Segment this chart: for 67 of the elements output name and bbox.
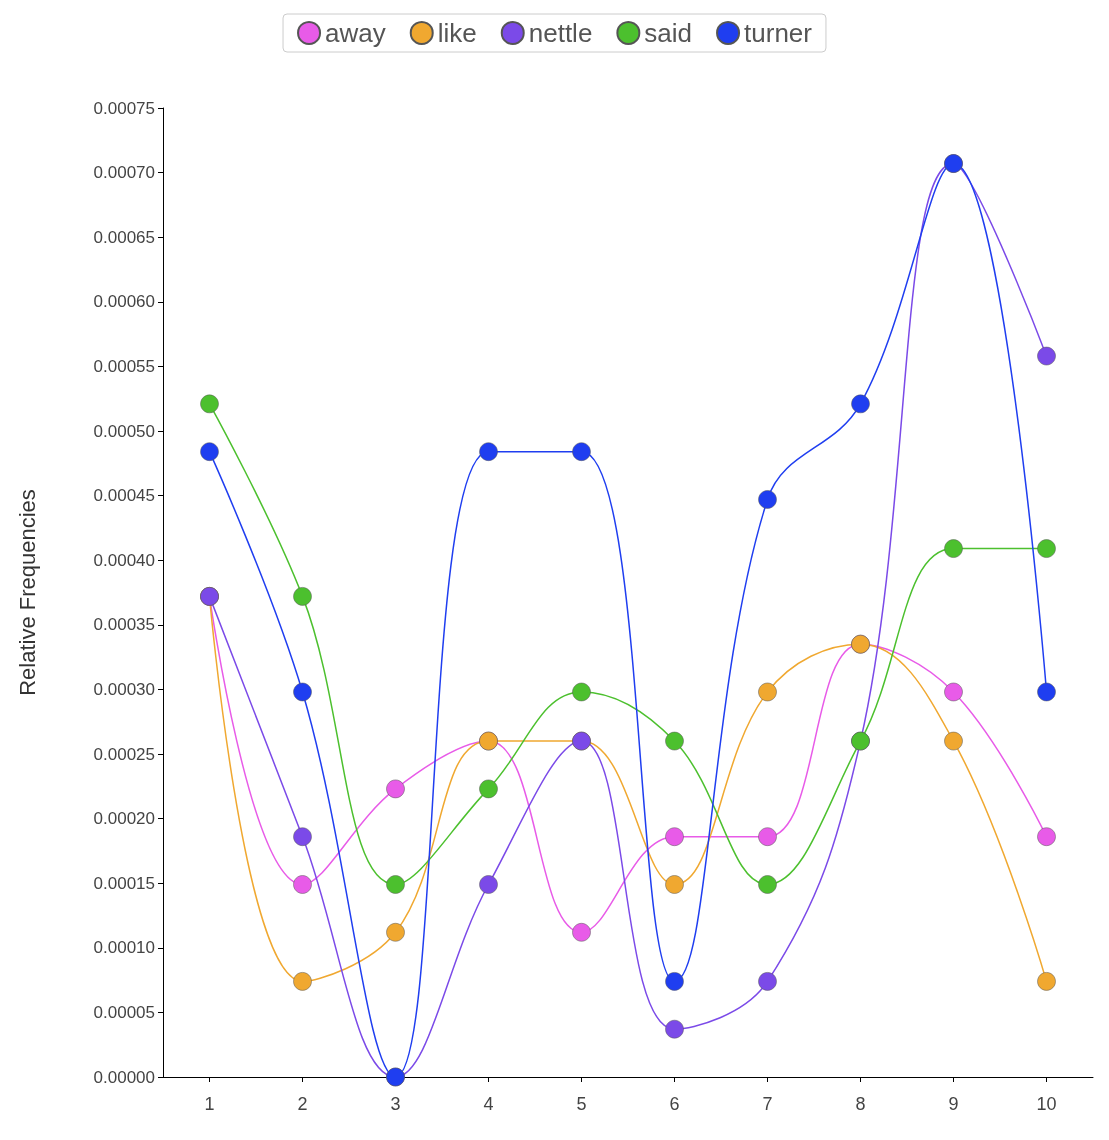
point xyxy=(665,1019,684,1039)
y-tick-label: 0.00050 xyxy=(93,421,155,441)
point xyxy=(293,875,312,894)
x-tick-label: 7 xyxy=(762,1094,773,1114)
point xyxy=(758,875,777,894)
point xyxy=(572,923,591,942)
legend-label: nettle xyxy=(528,18,593,48)
point xyxy=(479,779,498,799)
x-tick-label: 5 xyxy=(576,1094,587,1114)
point xyxy=(293,827,312,846)
point xyxy=(1037,346,1056,366)
y-tick-label: 0.00000 xyxy=(93,1067,155,1087)
point xyxy=(665,875,684,894)
x-tick-label: 9 xyxy=(948,1094,959,1114)
point xyxy=(293,682,312,702)
point xyxy=(386,923,405,942)
y-tick-label: 0.00060 xyxy=(93,292,155,312)
point xyxy=(572,682,591,702)
point xyxy=(572,442,591,461)
y-tick-label: 0.00030 xyxy=(93,679,155,699)
x-tick-label: 6 xyxy=(669,1094,680,1114)
point xyxy=(1037,539,1056,558)
y-tick-label: 0.00070 xyxy=(93,163,155,183)
point xyxy=(758,682,777,702)
point xyxy=(386,779,405,799)
y-tick-label: 0.00065 xyxy=(93,227,155,247)
y-tick-label: 0.00005 xyxy=(93,1002,155,1022)
y-tick-label: 0.00045 xyxy=(93,486,155,506)
point xyxy=(479,442,498,461)
x-tick-label: 4 xyxy=(483,1094,494,1114)
point xyxy=(200,394,219,414)
point xyxy=(1037,827,1056,846)
point xyxy=(200,442,219,461)
legend-label: turner xyxy=(744,18,813,48)
x-tick-label: 10 xyxy=(1036,1094,1057,1114)
point xyxy=(293,587,312,606)
x-tick-label: 2 xyxy=(297,1094,308,1114)
point xyxy=(1037,972,1056,991)
point xyxy=(944,539,963,558)
point xyxy=(665,827,684,846)
y-tick-label: 0.00035 xyxy=(93,615,155,635)
y-tick-label: 0.00075 xyxy=(93,98,155,118)
point xyxy=(386,875,405,894)
legend-label: away xyxy=(325,18,386,48)
point xyxy=(851,394,870,414)
y-tick-label: 0.00020 xyxy=(93,809,155,829)
point xyxy=(665,972,684,991)
x-tick-label: 8 xyxy=(855,1094,866,1114)
legend-label: said xyxy=(644,18,693,48)
legend-label: like xyxy=(437,18,477,48)
point xyxy=(944,731,963,751)
y-tick-label: 0.00040 xyxy=(93,550,155,570)
y-tick-label: 0.00015 xyxy=(93,873,155,893)
point xyxy=(479,875,498,894)
point xyxy=(293,972,312,991)
point xyxy=(665,731,684,751)
y-axis-title: Relative Frequencies xyxy=(14,489,40,696)
x-tick-label: 1 xyxy=(204,1094,215,1114)
point xyxy=(944,682,963,702)
point xyxy=(1037,682,1056,702)
point xyxy=(758,827,777,846)
y-tick-label: 0.00025 xyxy=(93,744,155,764)
point xyxy=(758,972,777,991)
y-tick-label: 0.00055 xyxy=(93,356,155,376)
x-tick-label: 3 xyxy=(390,1094,401,1114)
y-tick-label: 0.00010 xyxy=(93,938,155,958)
point xyxy=(758,490,777,509)
